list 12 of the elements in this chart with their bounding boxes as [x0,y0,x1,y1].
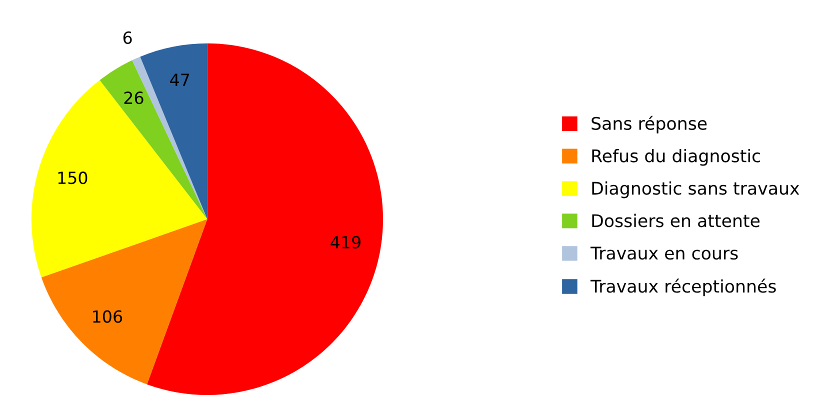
data-label: 419 [330,236,360,249]
legend-label: Travaux réceptionnés [590,278,776,296]
legend-label: Dossiers en attente [592,214,760,228]
legend-label: Travaux en cours [590,246,738,260]
data-label: 47 [170,74,190,86]
data-label: 106 [93,310,122,323]
legend-label: Diagnostic sans travaux [592,181,800,198]
data-label: 6 [123,31,132,44]
legend-label: Sans réponse [592,116,707,134]
data-label: 150 [58,172,88,184]
data-label: 26 [124,92,144,104]
legend-label: Refus du diagnostic [592,148,760,166]
